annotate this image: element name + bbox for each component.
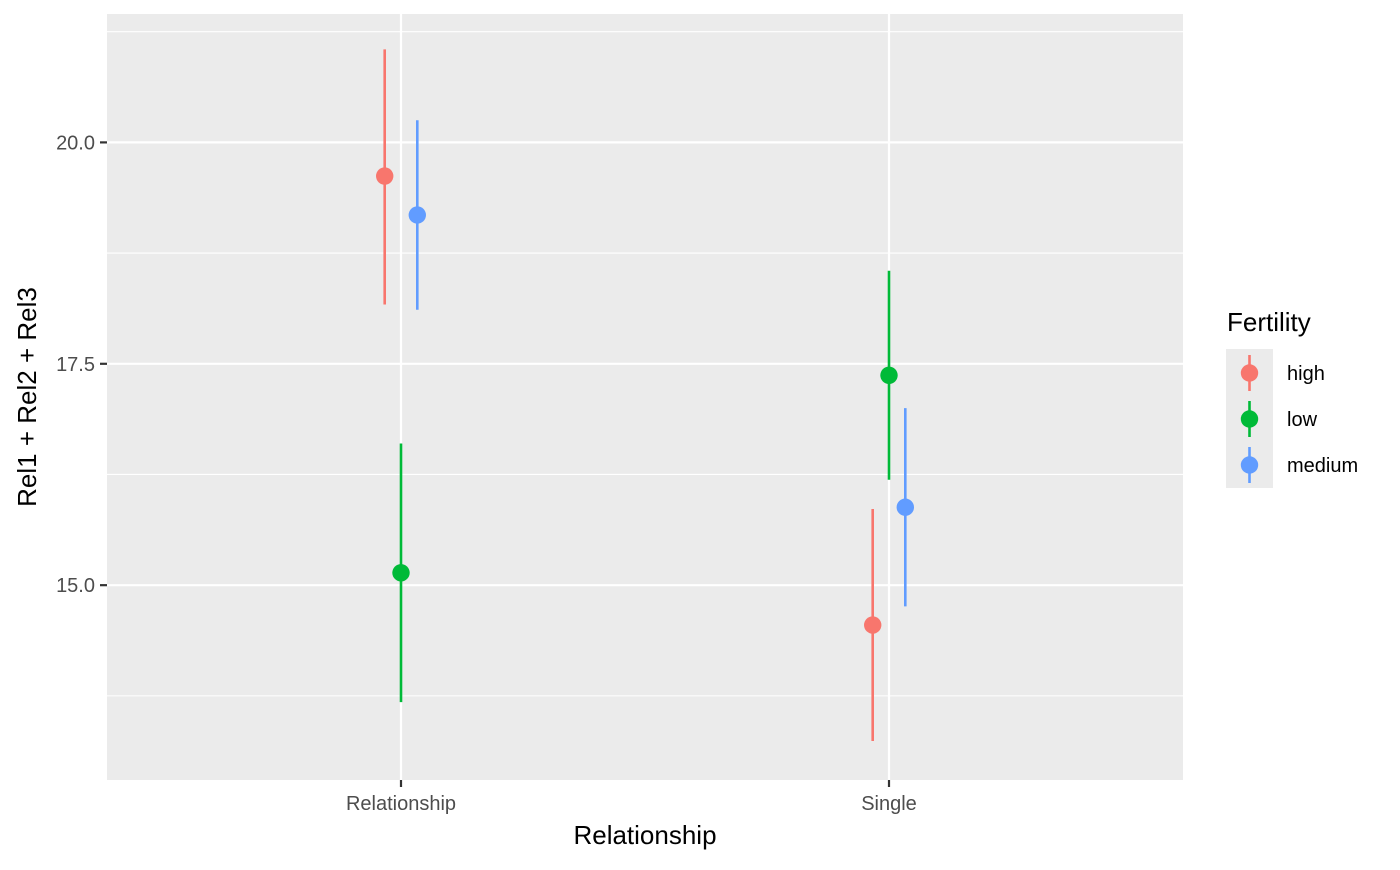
minor-gridlines [107, 31, 1183, 697]
axes: 15.0 17.5 20.0 Relationship Single [56, 132, 917, 815]
legend-key-point-medium [1240, 456, 1259, 474]
y-tick-label: 20.0 [56, 132, 95, 154]
legend-label-low: low [1287, 409, 1318, 431]
legend-key-point-high [1240, 364, 1259, 382]
legend-label-medium: medium [1287, 455, 1358, 477]
point-high [864, 616, 882, 634]
point-high [376, 167, 394, 185]
x-tick-label: Relationship [346, 793, 456, 815]
legend-key-point-low [1240, 410, 1259, 428]
legend-title: Fertility [1227, 307, 1311, 337]
y-tick-label: 17.5 [56, 354, 95, 376]
x-tick-label: Single [861, 793, 917, 815]
point-low [392, 564, 410, 582]
legend-label-high: high [1287, 363, 1325, 385]
y-tick-label: 15.0 [56, 575, 95, 597]
point-medium [896, 498, 914, 516]
point-medium [408, 206, 426, 224]
x-axis-title: Relationship [573, 820, 716, 850]
y-axis-title: Rel1 + Rel2 + Rel3 [12, 287, 42, 507]
data-marks [376, 49, 914, 742]
legend: Fertility high low medium [1226, 307, 1358, 488]
panel-background [107, 14, 1183, 780]
point-low [880, 366, 898, 385]
